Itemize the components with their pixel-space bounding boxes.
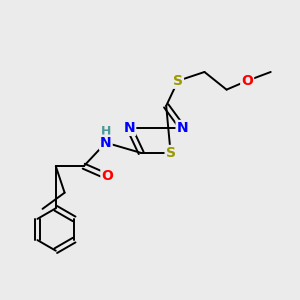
Text: H: H: [100, 125, 111, 138]
Text: O: O: [241, 74, 253, 88]
Text: S: S: [166, 146, 176, 160]
Text: N: N: [100, 136, 112, 150]
Text: N: N: [177, 121, 188, 135]
Text: N: N: [124, 121, 135, 135]
Text: S: S: [173, 74, 183, 88]
Text: O: O: [101, 169, 113, 184]
